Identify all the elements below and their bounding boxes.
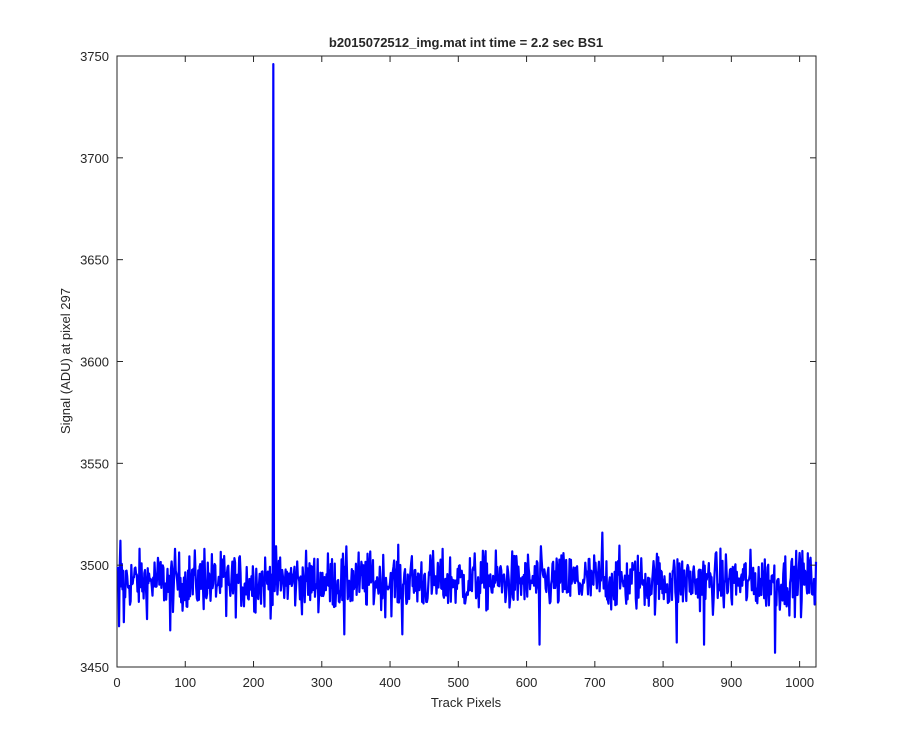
plot-area: 0 100 200 300 400 500 600 700 800 900 1000 3450 3500…: [80, 49, 818, 690]
y-tick-label: 3700: [80, 151, 109, 166]
x-tick-label: 600: [516, 675, 538, 690]
series-line: [116, 63, 818, 654]
y-tick-label: 3650: [80, 253, 109, 268]
y-axis-label: Signal (ADU) at pixel 297: [58, 288, 73, 434]
x-tick-label: 100: [174, 675, 196, 690]
y-tick-label: 3450: [80, 660, 109, 675]
x-axis-label: Track Pixels: [431, 695, 502, 710]
x-tick-label: 300: [311, 675, 333, 690]
y-tick-label: 3750: [80, 49, 109, 64]
y-tick-label: 3600: [80, 355, 109, 370]
chart-title: b2015072512_img.mat int time = 2.2 sec B…: [329, 35, 603, 50]
x-tick-label: 1000: [785, 675, 814, 690]
x-tick-label: 900: [721, 675, 743, 690]
x-tick-label: 400: [379, 675, 401, 690]
y-tick-label: 3500: [80, 558, 109, 573]
x-tick-label: 700: [584, 675, 606, 690]
y-tick-label: 3550: [80, 456, 109, 471]
x-tick-label: 0: [113, 675, 120, 690]
x-tick-label: 500: [447, 675, 469, 690]
x-tick-label: 200: [243, 675, 265, 690]
x-tick-label: 800: [652, 675, 674, 690]
